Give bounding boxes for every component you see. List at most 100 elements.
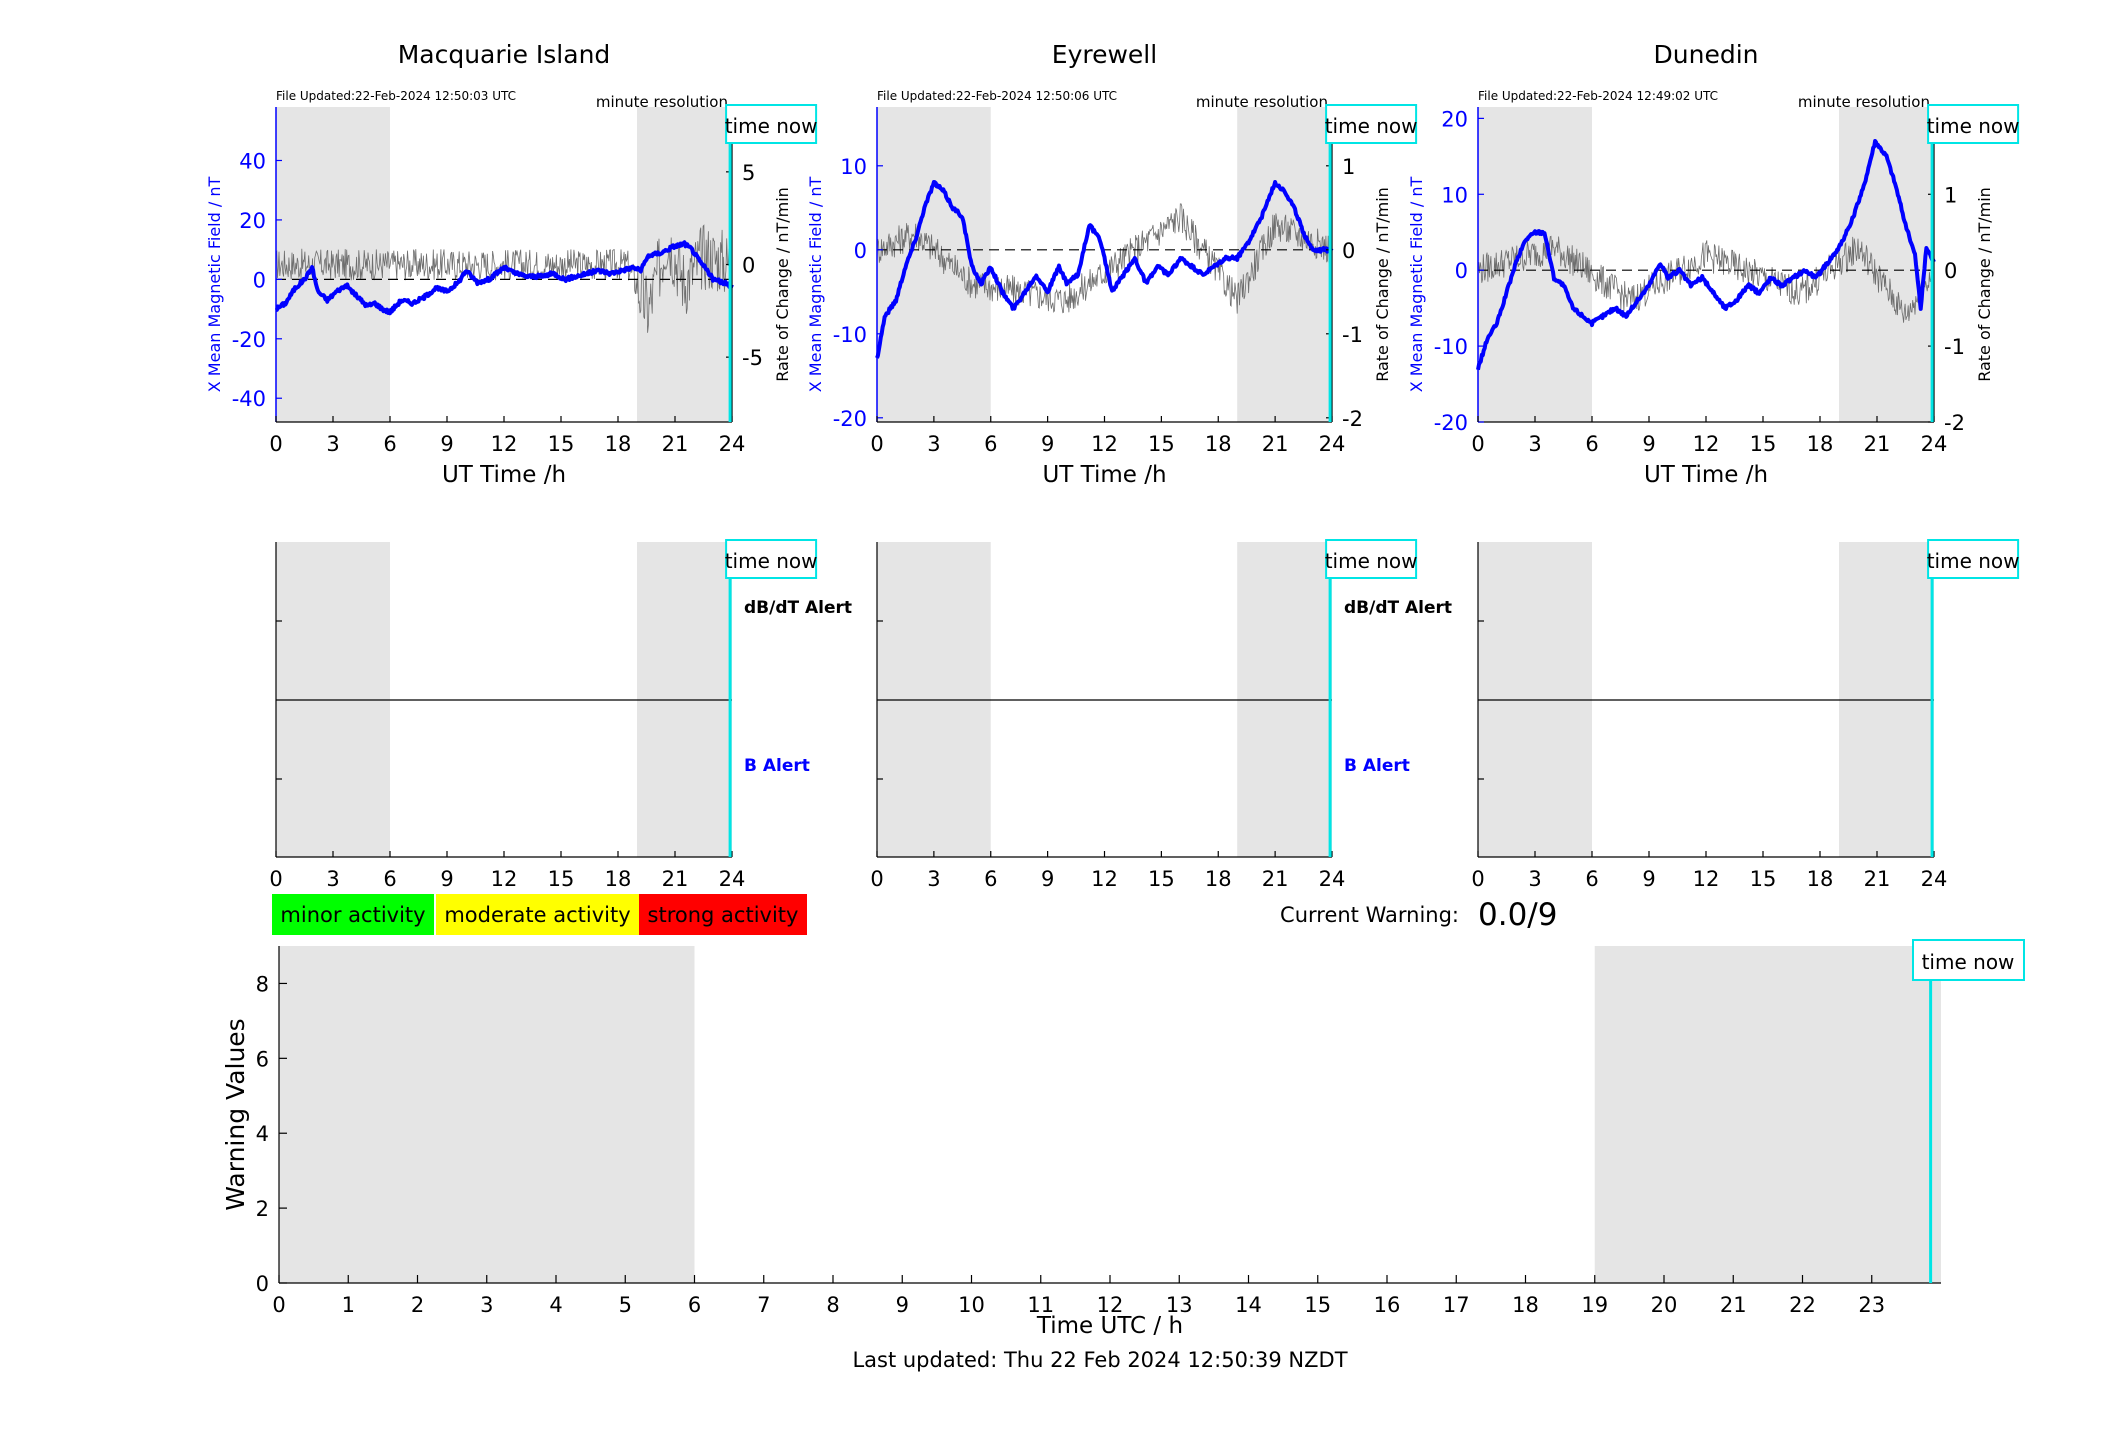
alert-x-tick-label: 9 [1642,867,1655,891]
right-tick-label: 5 [742,161,755,185]
x-tick-label: 3 [1528,432,1541,456]
warning-x-tick-label: 22 [1789,1293,1816,1317]
left-tick-label: 10 [840,155,867,179]
resolution-label: minute resolution [1798,93,1930,111]
alert-x-tick-label: 12 [1693,867,1720,891]
time-now-label: time now [1927,114,2020,138]
alert-x-tick-label: 24 [719,867,746,891]
warning-x-tick-label: 7 [757,1293,770,1317]
current-warning-label: Current Warning: [1280,903,1459,927]
alert-x-tick-label: 3 [1528,867,1541,891]
x-tick-label: 6 [383,432,396,456]
alert-x-tick-label: 15 [1148,867,1175,891]
alert-x-tick-label: 18 [1807,867,1834,891]
right-tick-label: -5 [742,346,763,370]
left-axis-label: X Mean Magnetic Field / nT [1407,177,1426,393]
left-tick-label: -20 [1434,411,1468,435]
x-tick-label: 24 [1319,432,1346,456]
left-tick-label: 40 [239,149,266,173]
alert-panel-1: 0 3 6 9 12 15 18 21 24 time now dB/dT Alert B Alert [870,539,1452,891]
station-title: Dunedin [1654,40,1759,69]
alert-x-tick-label: 12 [1091,867,1118,891]
alert-x-tick-label: 6 [383,867,396,891]
night-shade-region [1594,946,1941,1283]
station-panel-0: Macquarie Island File Updated:22-Feb-2024… [205,40,818,488]
alert-x-tick-label: 18 [1205,867,1232,891]
warning-y-tick-label: 8 [256,972,269,996]
warning-x-tick-label: 20 [1651,1293,1678,1317]
last-updated-footer: Last updated: Thu 22 Feb 2024 12:50:39 N… [852,1348,1347,1372]
warning-x-tick-label: 16 [1374,1293,1401,1317]
time-now-label-box [1927,104,2020,144]
warning-x-tick-label: 11 [1027,1293,1054,1317]
moderate-activity-swatch [436,894,639,935]
x-tick-label: 12 [1693,432,1720,456]
minor-activity-swatch [272,894,434,935]
x-tick-label: 18 [1205,432,1232,456]
alert-panel-2: 0 3 6 9 12 15 18 21 24 time now [1471,539,2020,891]
alert-x-tick-label: 6 [1585,867,1598,891]
left-axis-label: X Mean Magnetic Field / nT [205,177,224,393]
alert-x-tick-label: 15 [548,867,575,891]
alert-x-tick-label: 21 [1864,867,1891,891]
x-field-trace [274,240,734,316]
rate-of-change-trace [876,203,1333,314]
resolution-label: minute resolution [596,93,728,111]
file-updated-text: File Updated:22-Feb-2024 12:50:03 UTC [276,89,516,103]
current-warning-value: 0.0/9 [1478,897,1557,933]
night-shade-region [276,107,390,422]
alert-x-tick-label: 9 [1041,867,1054,891]
warning-x-tick-label: 4 [549,1293,562,1317]
right-tick-label: 1 [1342,155,1355,179]
alert-x-tick-label: 3 [927,867,940,891]
warning-time-now-label: time now [1922,950,2015,974]
x-tick-label: 9 [1041,432,1054,456]
warning-x-tick-label: 9 [896,1293,909,1317]
dbdt-alert-label: dB/dT Alert [744,598,852,618]
time-now-label: time now [1325,114,1418,138]
alert-x-tick-label: 24 [1319,867,1346,891]
right-tick-label: 0 [742,254,755,278]
station-panel-1: Eyrewell File Updated:22-Feb-2024 12:50:0… [806,40,1418,488]
resolution-label: minute resolution [1196,93,1328,111]
right-axis-label: Rate of Change / nT/min [1975,187,1994,382]
warning-y-tick-label: 0 [256,1272,269,1296]
right-tick-label: 1 [1944,183,1957,207]
x-tick-label: 3 [927,432,940,456]
warning-time-now-box [1912,939,2025,981]
left-axis-label: X Mean Magnetic Field / nT [806,177,825,393]
night-shade-region [1237,107,1332,422]
x-tick-label: 0 [269,432,282,456]
file-updated-text: File Updated:22-Feb-2024 12:49:02 UTC [1478,89,1718,103]
left-tick-label: 0 [1455,259,1468,283]
warning-x-tick-label: 14 [1235,1293,1262,1317]
left-tick-label: -20 [232,328,266,352]
alert-x-tick-label: 18 [605,867,632,891]
x-tick-label: 0 [1471,432,1484,456]
right-axis-label: Rate of Change / nT/min [773,187,792,382]
alert-panel-0: 0 3 6 9 12 15 18 21 24 time now dB/dT Alert B Alert [269,539,852,891]
dbdt-alert-label: dB/dT Alert [1344,598,1452,618]
right-tick-label: 0 [1342,239,1355,263]
warning-x-tick-label: 23 [1858,1293,1885,1317]
night-shade-region [279,946,695,1283]
warning-x-tick-label: 0 [272,1293,285,1317]
x-tick-label: 9 [1642,432,1655,456]
x-tick-label: 21 [1262,432,1289,456]
left-tick-label: 20 [1441,107,1468,131]
x-tick-label: 9 [440,432,453,456]
x-axis-label: UT Time /h [1644,462,1768,488]
alert-time-now-label: time now [1927,549,2020,573]
warning-x-tick-label: 10 [958,1293,985,1317]
station-title: Eyrewell [1052,40,1157,69]
alert-time-now-label: time now [1325,549,1418,573]
warning-x-tick-label: 19 [1581,1293,1608,1317]
x-tick-label: 24 [1921,432,1948,456]
alert-x-tick-label: 21 [662,867,689,891]
warning-x-tick-label: 8 [826,1293,839,1317]
warning-x-tick-label: 12 [1097,1293,1124,1317]
alert-x-tick-label: 24 [1921,867,1948,891]
moderate-activity-label: moderate activity [444,903,630,927]
